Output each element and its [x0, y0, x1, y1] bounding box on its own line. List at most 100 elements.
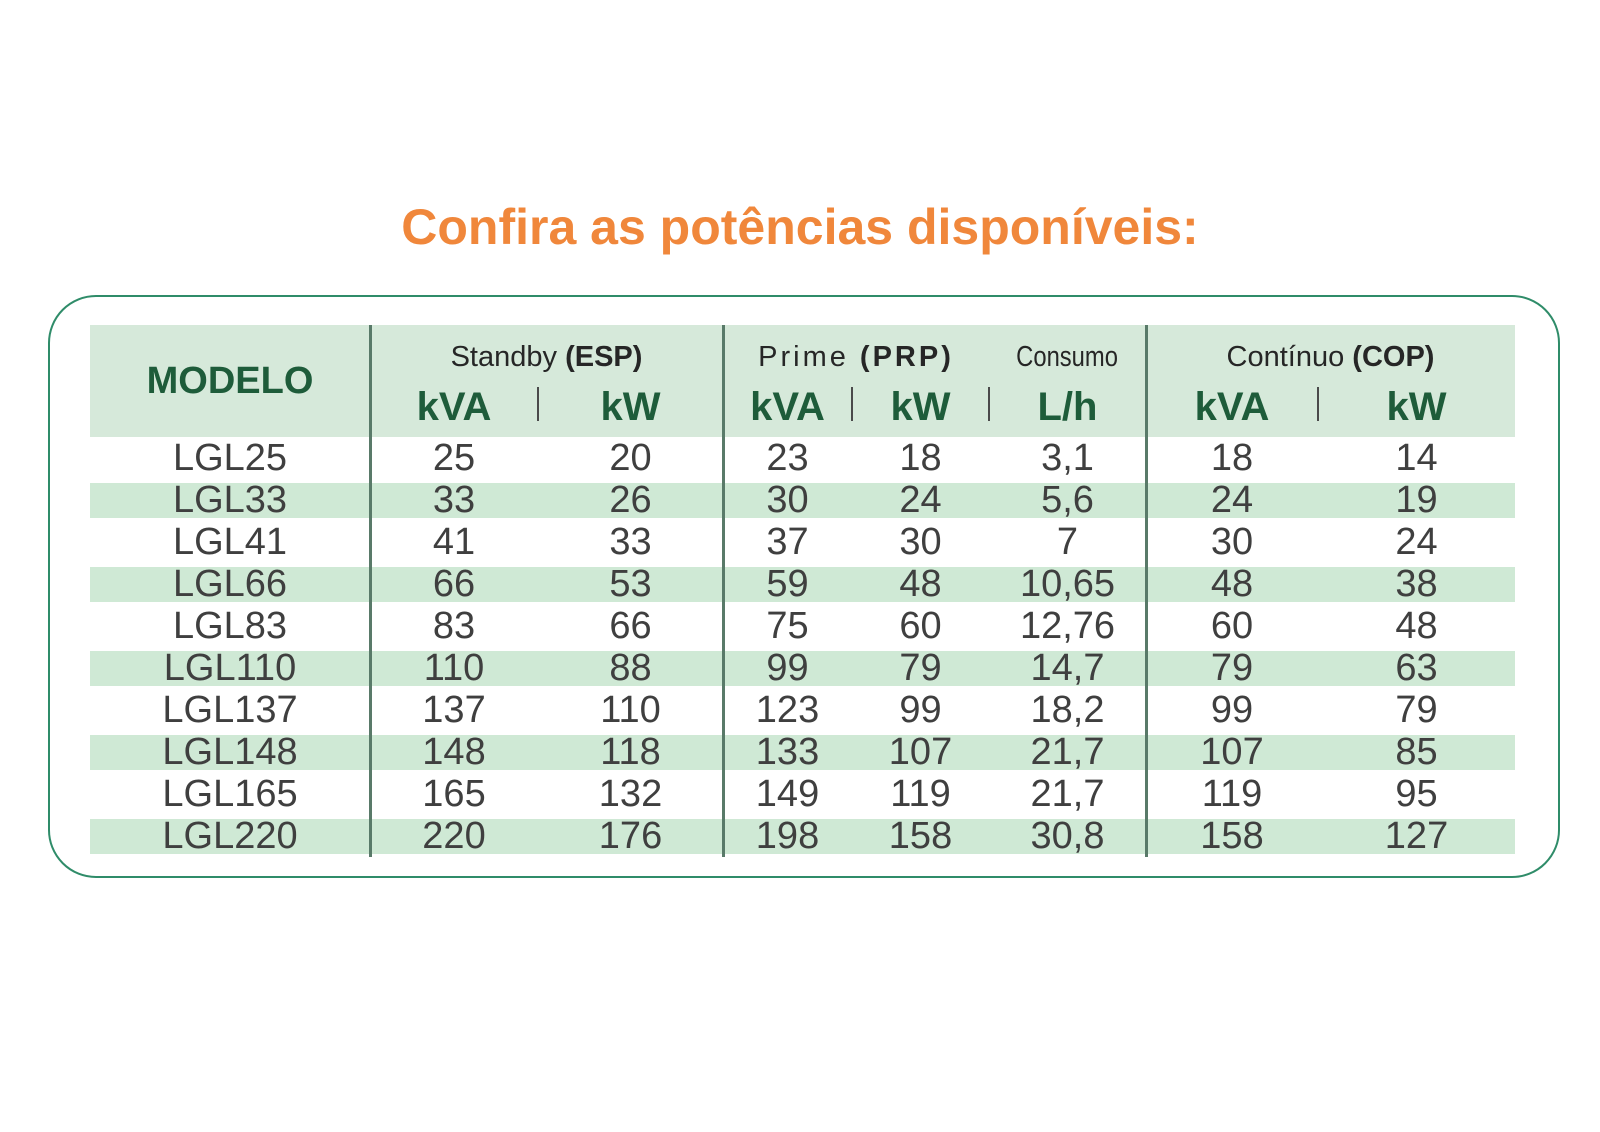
- cell-standby-kw: 53: [609, 563, 652, 605]
- cell-prime-kw: 60: [899, 605, 942, 647]
- group-header-consumo: Consumo: [989, 339, 1146, 375]
- cell-prime-kw: 158: [888, 815, 953, 857]
- cell-consumo-lh: 5,6: [1041, 479, 1094, 521]
- cell-continuo-kva: 24: [1210, 479, 1254, 521]
- cell-continuo-kva: 48: [1210, 563, 1254, 605]
- group-header-standby: Standby (ESP): [370, 339, 723, 375]
- table-row: LGL137 137 110 123 99 18,2 99 79: [90, 689, 1515, 731]
- group-header-continuo: Contínuo (COP): [1146, 339, 1515, 375]
- header-unit-divider: [851, 387, 853, 421]
- table-row: LGL148 148 118 133 107 21,7 107 85: [90, 731, 1515, 773]
- header-unit-divider: [988, 387, 990, 421]
- table-header: MODELO Standby (ESP) Prime (PRP) Consumo…: [90, 325, 1515, 437]
- cell-standby-kw: 33: [609, 521, 652, 563]
- cell-consumo-lh: 7: [1056, 521, 1079, 563]
- cell-standby-kva: 83: [432, 605, 476, 647]
- cell-modelo: LGL220: [162, 815, 298, 857]
- group-header-prime: Prime (PRP): [723, 339, 989, 375]
- cell-standby-kw: 176: [598, 815, 663, 857]
- table-row: LGL41 41 33 37 30 7 30 24: [90, 521, 1515, 563]
- cell-consumo-lh: 30,8: [1030, 815, 1105, 857]
- group-continuo-abbr: (COP): [1352, 340, 1435, 373]
- cell-standby-kw: 132: [598, 773, 663, 815]
- cell-continuo-kw: 85: [1395, 731, 1438, 773]
- cell-prime-kva: 198: [755, 815, 820, 857]
- cell-prime-kw: 30: [899, 521, 942, 563]
- cell-prime-kw: 18: [899, 437, 942, 479]
- column-group-divider: [369, 325, 372, 857]
- table-row: LGL83 83 66 75 60 12,76 60 48: [90, 605, 1515, 647]
- unit-header-row: kVA kW kVA kW L/h kVA kW: [90, 377, 1515, 437]
- cell-prime-kw: 99: [899, 689, 942, 731]
- cell-prime-kw: 24: [899, 479, 942, 521]
- cell-prime-kva: 23: [766, 437, 809, 479]
- cell-prime-kva: 30: [766, 479, 809, 521]
- group-standby-abbr: (ESP): [565, 340, 643, 373]
- cell-continuo-kva: 30: [1210, 521, 1254, 563]
- table-row: LGL33 33 26 30 24 5,6 24 19: [90, 479, 1515, 521]
- cell-modelo: LGL165: [162, 773, 298, 815]
- page-title: Confira as potências disponíveis:: [401, 199, 1199, 255]
- cell-standby-kva: 148: [422, 731, 486, 773]
- cell-standby-kva: 220: [422, 815, 486, 857]
- unit-standby-kw: kW: [600, 384, 661, 429]
- cell-consumo-lh: 12,76: [1019, 605, 1116, 647]
- cell-prime-kw: 119: [890, 773, 951, 815]
- unit-spacer: [90, 377, 370, 437]
- column-group-divider: [722, 325, 725, 857]
- unit-continuo-kva: kVA: [1194, 384, 1270, 429]
- cell-standby-kva: 25: [432, 437, 476, 479]
- cell-continuo-kva: 99: [1210, 689, 1254, 731]
- unit-continuo-kw: kW: [1386, 384, 1447, 429]
- cell-continuo-kva: 18: [1210, 437, 1254, 479]
- cell-continuo-kw: 19: [1395, 479, 1438, 521]
- cell-prime-kva: 133: [755, 731, 820, 773]
- cell-standby-kw: 66: [609, 605, 652, 647]
- cell-prime-kva: 99: [766, 647, 809, 689]
- cell-standby-kva: 41: [432, 521, 476, 563]
- table-row: LGL165 165 132 149 119 21,7 119 95: [90, 773, 1515, 815]
- cell-consumo-lh: 10,65: [1019, 563, 1116, 605]
- cell-standby-kva: 66: [432, 563, 476, 605]
- cell-modelo: LGL41: [172, 521, 288, 563]
- cell-continuo-kva: 107: [1200, 731, 1264, 773]
- cell-standby-kw: 26: [609, 479, 652, 521]
- cell-continuo-kva: 119: [1201, 773, 1263, 815]
- table-body: LGL25 25 20 23 18 3,1 18 14 LGL33 33 26 …: [90, 437, 1515, 857]
- cell-consumo-lh: 21,7: [1030, 773, 1105, 815]
- group-prime-abbr: (PRP): [859, 340, 954, 373]
- group-continuo-label: Contínuo: [1226, 340, 1353, 373]
- cell-continuo-kw: 38: [1395, 563, 1438, 605]
- cell-continuo-kw: 79: [1395, 689, 1438, 731]
- cell-prime-kw: 48: [899, 563, 942, 605]
- cell-standby-kva: 137: [422, 689, 486, 731]
- cell-consumo-lh: 3,1: [1041, 437, 1094, 479]
- cell-prime-kva: 75: [766, 605, 809, 647]
- cell-prime-kva: 149: [755, 773, 820, 815]
- cell-prime-kva: 123: [755, 689, 820, 731]
- unit-prime-kw: kW: [890, 384, 951, 429]
- column-header-modelo: MODELO: [146, 359, 314, 402]
- header-unit-divider: [537, 387, 539, 421]
- cell-standby-kva: 110: [423, 647, 485, 689]
- cell-continuo-kw: 14: [1395, 437, 1438, 479]
- table-row: LGL66 66 53 59 48 10,65 48 38: [90, 563, 1515, 605]
- cell-prime-kw: 79: [899, 647, 942, 689]
- cell-consumo-lh: 14,7: [1030, 647, 1105, 689]
- cell-standby-kva: 33: [432, 479, 476, 521]
- cell-continuo-kw: 127: [1384, 815, 1449, 857]
- table-row: LGL25 25 20 23 18 3,1 18 14: [90, 437, 1515, 479]
- cell-continuo-kw: 24: [1395, 521, 1438, 563]
- cell-standby-kw: 88: [609, 647, 652, 689]
- unit-consumo-lh: L/h: [1037, 384, 1098, 429]
- cell-consumo-lh: 21,7: [1030, 731, 1105, 773]
- column-group-divider: [1145, 325, 1148, 857]
- group-standby-label: Standby: [450, 340, 566, 373]
- cell-continuo-kva: 158: [1200, 815, 1264, 857]
- group-prime-label: Prime: [758, 340, 860, 373]
- header-unit-divider: [1317, 387, 1319, 421]
- group-consumo-label: Consumo: [1016, 340, 1119, 373]
- cell-modelo: LGL33: [172, 479, 288, 521]
- table-row: LGL220 220 176 198 158 30,8 158 127: [90, 815, 1515, 857]
- power-table: MODELO Standby (ESP) Prime (PRP) Consumo…: [90, 325, 1515, 857]
